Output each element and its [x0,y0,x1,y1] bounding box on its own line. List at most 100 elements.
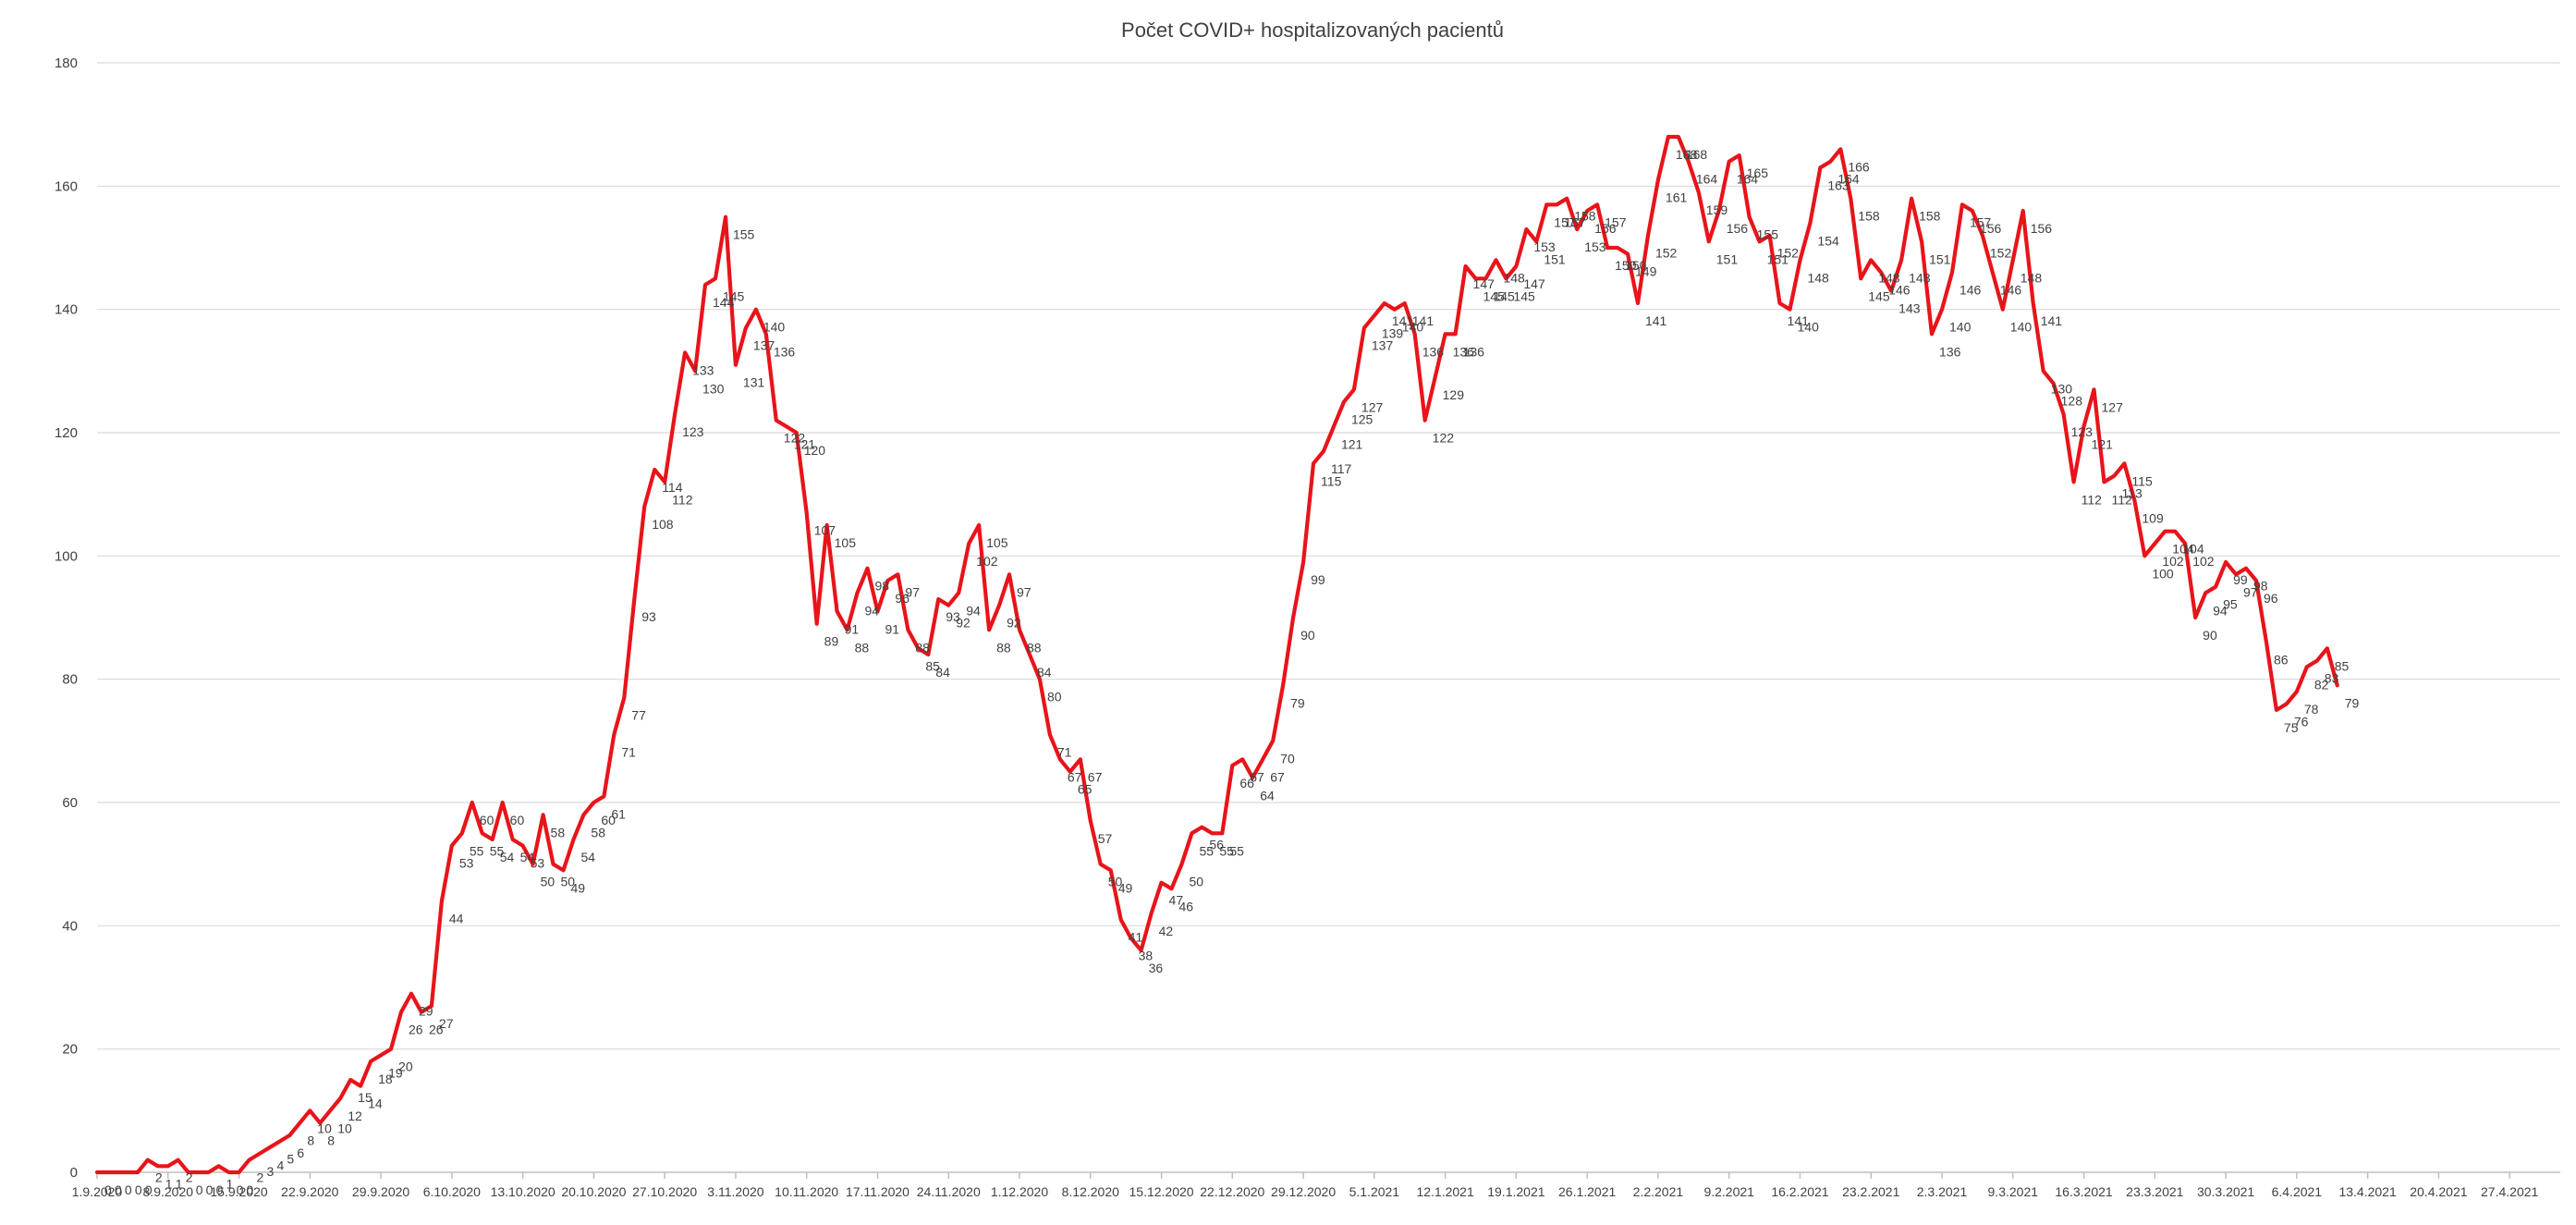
data-label: 141 [1788,313,1810,328]
data-label: 136 [1939,344,1961,359]
data-label: 26 [409,1023,423,1037]
data-label: 47 [1169,893,1184,908]
data-label: 92 [956,616,971,631]
data-label: 166 [1848,159,1870,174]
data-label: 53 [459,856,474,871]
data-label: 76 [2294,714,2309,729]
data-label: 122 [1433,431,1455,446]
data-label: 148 [1503,270,1525,285]
x-tick-label: 8.12.2020 [1062,1184,1119,1199]
data-label: 92 [1007,616,1021,631]
data-label: 55 [1229,843,1244,858]
data-label: 79 [2345,695,2360,710]
data-label: 140 [1402,320,1424,335]
x-tick-label: 20.10.2020 [561,1184,626,1199]
x-tick-label: 20.4.2021 [2410,1184,2467,1199]
data-label: 133 [692,362,714,377]
data-label: 146 [1888,283,1911,298]
y-tick-label: 100 [55,548,78,564]
data-label: 141 [2041,313,2063,328]
data-label: 89 [824,634,839,649]
data-label: 112 [2082,492,2103,507]
data-label: 148 [1909,270,1931,285]
data-label: 84 [935,665,950,680]
data-label: 148 [1878,270,1900,285]
data-label: 67 [1250,769,1264,784]
data-label: 114 [662,480,683,495]
data-label: 54 [580,850,595,864]
data-label: 93 [946,609,960,624]
data-label: 36 [1149,961,1164,975]
data-label: 54 [520,850,535,864]
data-label: 0 [115,1182,122,1197]
data-label: 67 [1068,769,1082,784]
data-label: 20 [398,1060,413,1074]
data-label: 140 [763,320,786,335]
data-label: 145 [1513,288,1535,303]
x-axis-ticks: 1.9.2020 8.9.2020 15.9.2020 22.9.2020 29.9.2… [72,1172,2539,1199]
data-label: 154 [1817,233,1839,248]
data-label: 1 [165,1176,173,1191]
data-label: 141 [1645,313,1667,328]
x-tick-label: 6.4.2021 [2272,1184,2323,1199]
x-tick-label: 17.11.2020 [846,1184,910,1199]
data-label: 78 [2304,702,2319,717]
y-tick-label: 60 [62,795,78,811]
data-label: 168 [1676,147,1698,162]
data-label: 113 [2121,486,2143,501]
data-label: 143 [1898,301,1921,316]
data-label: 153 [1584,239,1606,254]
data-label: 150 [1615,258,1637,273]
series-line [94,134,2339,1175]
x-tick-label: 26.1.2021 [1558,1184,1616,1199]
data-label: 165 [1747,165,1769,180]
data-label: 80 [1047,690,1062,704]
data-label: 53 [531,856,545,871]
data-label: 60 [510,813,525,827]
data-label: 96 [2264,591,2278,606]
data-label: 77 [631,708,646,723]
data-label: 38 [1139,949,1154,963]
x-tick-label: 16.3.2021 [2055,1184,2112,1199]
data-label: 41 [1129,930,1143,945]
data-label: 84 [1037,665,1052,680]
data-label: 145 [1483,288,1506,303]
data-label: 99 [2233,572,2248,587]
data-label: 98 [874,579,889,594]
y-tick-label: 180 [55,55,78,71]
data-label: 60 [601,813,616,827]
data-label: 105 [986,535,1008,550]
data-label: 145 [1868,288,1890,303]
data-label: 147 [1473,276,1496,291]
data-label: 129 [1443,387,1465,402]
data-label: 46 [1179,899,1194,913]
data-label: 125 [1351,412,1373,427]
data-label: 19 [388,1065,403,1080]
x-tick-label: 2.3.2021 [1917,1184,1968,1199]
data-label: 8 [307,1133,314,1148]
y-tick-label: 40 [62,918,78,934]
x-tick-label: 13.10.2020 [491,1184,555,1199]
x-tick-label: 15.12.2020 [1129,1184,1194,1199]
data-label: 164 [1837,172,1860,187]
data-label: 140 [1798,320,1820,335]
data-label: 127 [1361,399,1384,414]
data-label: 153 [1533,239,1556,254]
data-label: 137 [753,338,775,353]
data-label: 18 [378,1072,393,1086]
data-label: 155 [1757,227,1779,242]
data-label: 156 [2031,221,2053,236]
x-tick-label: 22.12.2020 [1200,1184,1264,1199]
data-label: 4 [276,1158,284,1172]
data-label: 14 [368,1096,383,1111]
data-label: 58 [591,825,605,839]
data-label: 140 [2010,320,2033,335]
data-label: 50 [541,875,555,889]
data-label: 136 [1463,344,1485,359]
x-tick-label: 3.11.2020 [707,1184,763,1199]
data-label: 104 [2182,542,2204,557]
data-label: 42 [1159,924,1174,938]
gridlines [97,62,2560,1173]
data-label: 56 [1209,838,1224,852]
data-label: 159 [1706,202,1728,217]
